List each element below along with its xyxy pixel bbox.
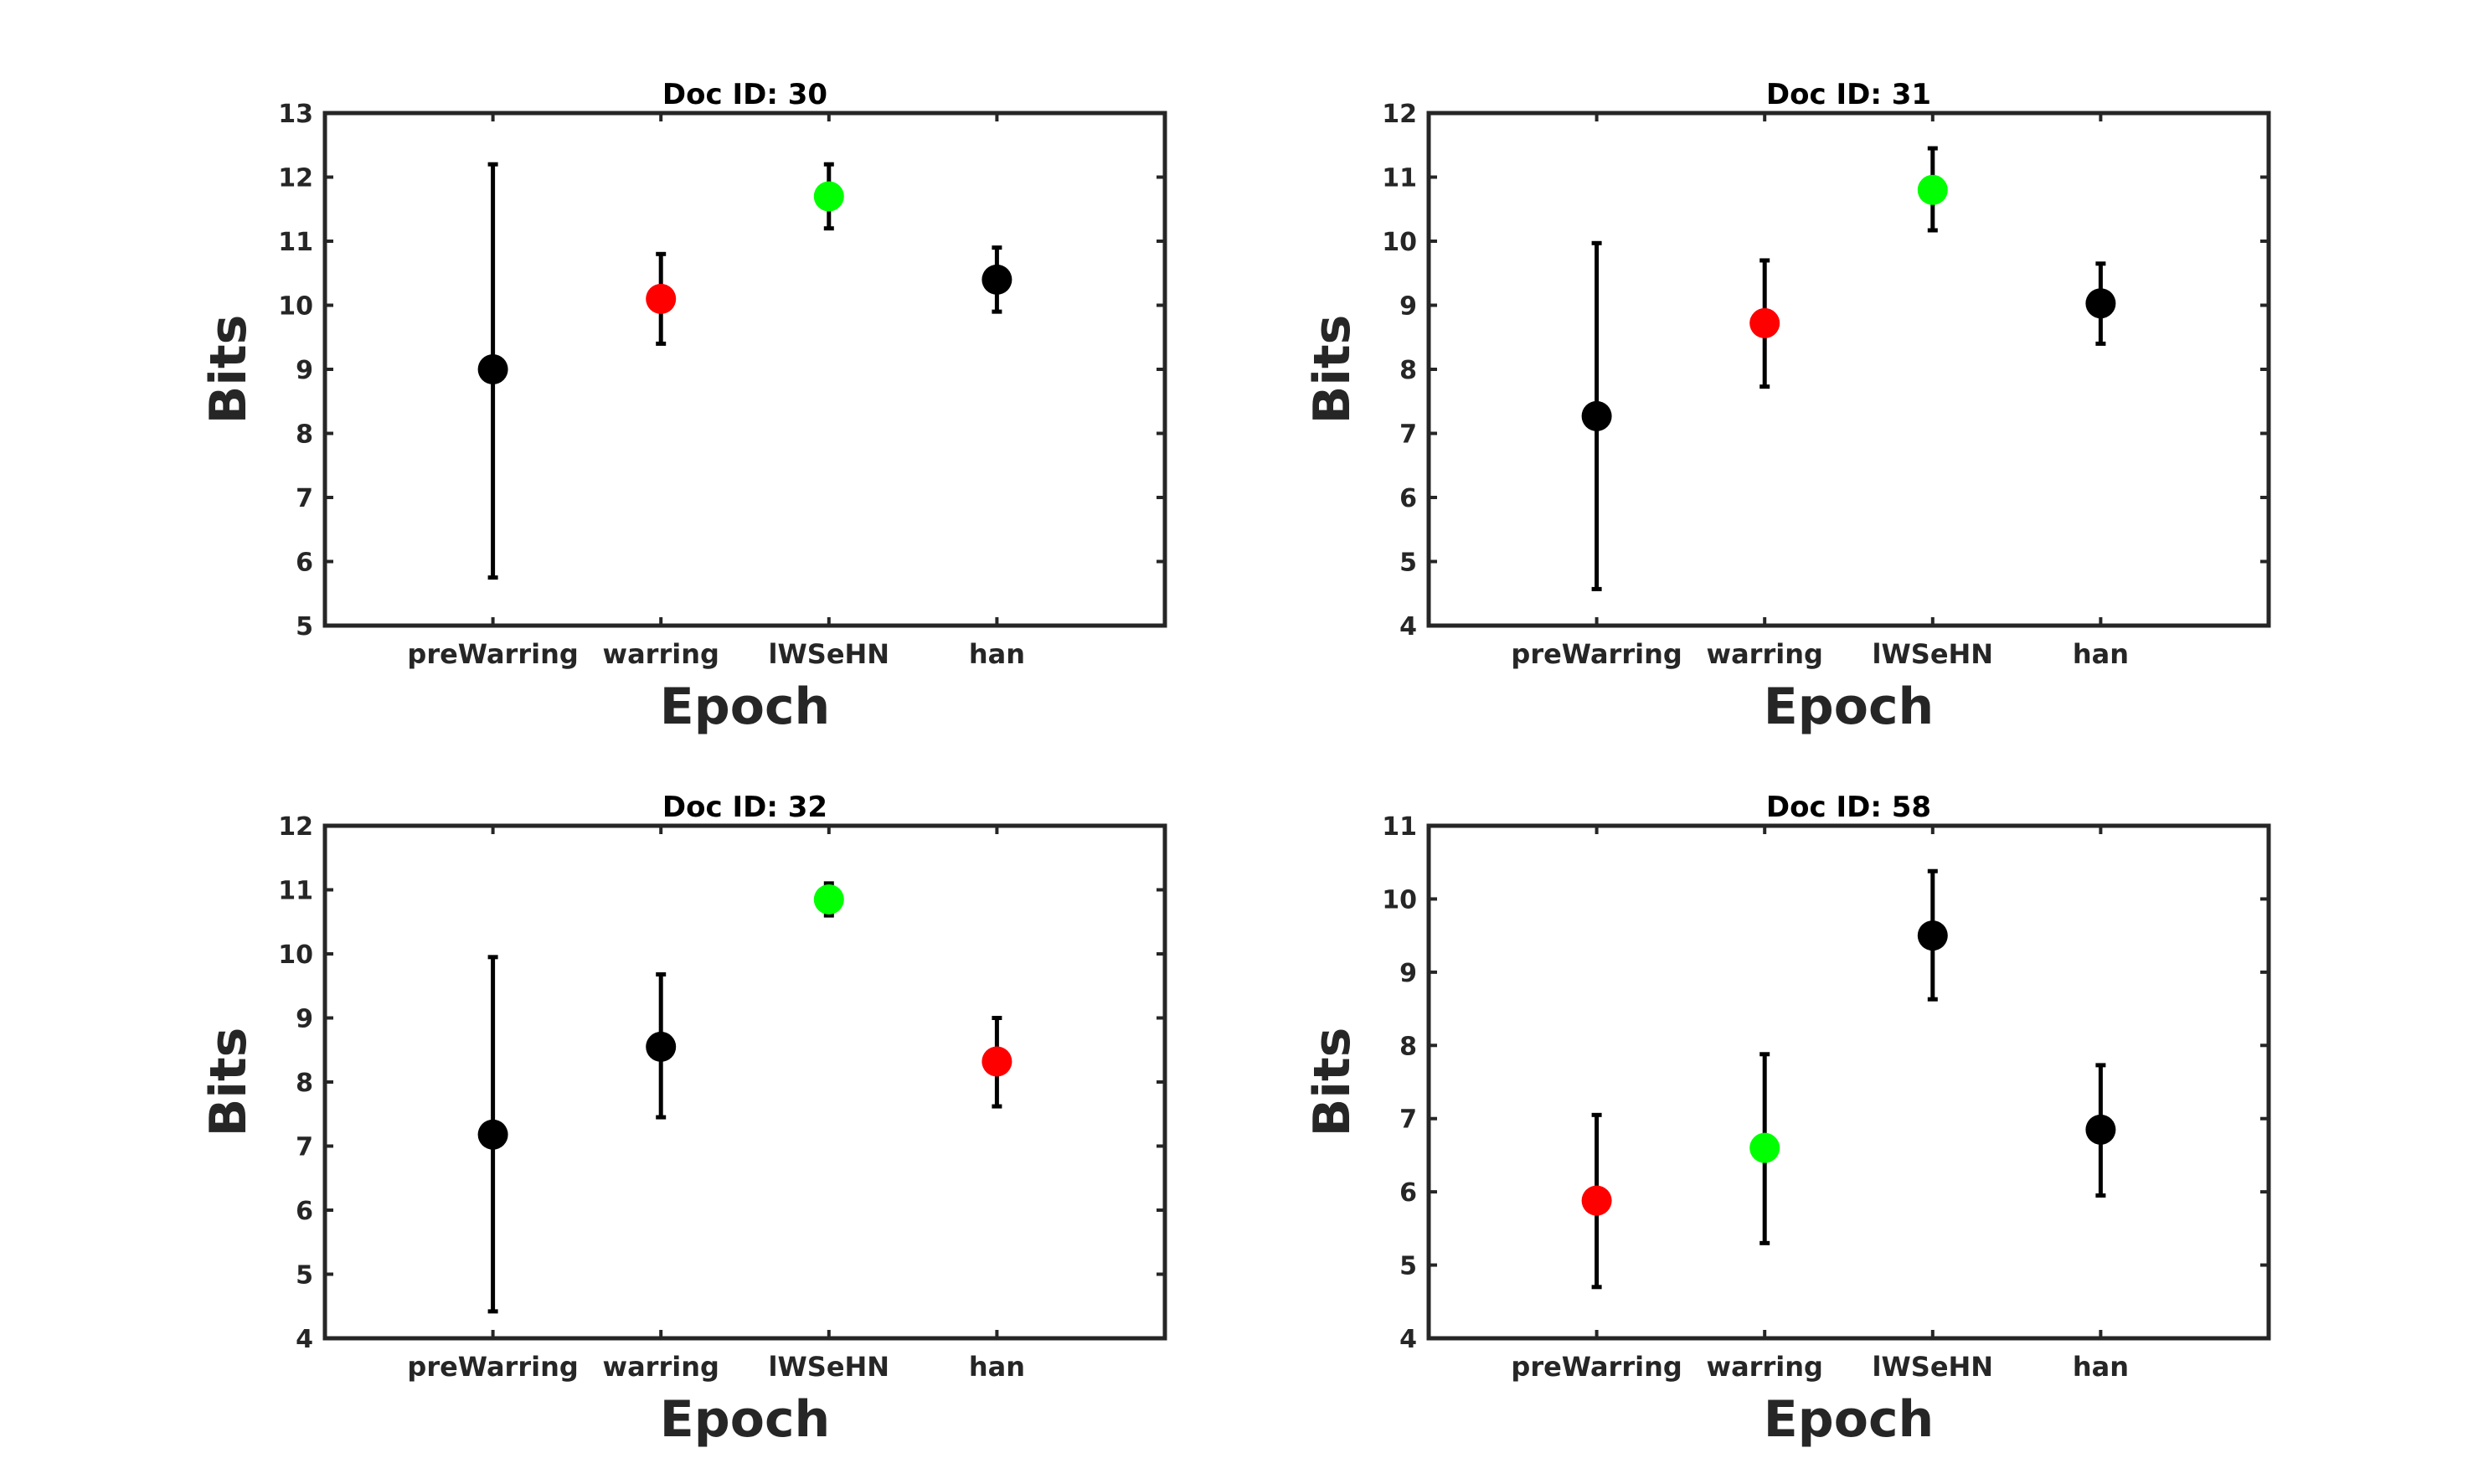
x-tick-label: lWSeHN [1873, 1351, 1994, 1383]
data-point [981, 264, 1012, 295]
y-tick-label: 10 [1382, 885, 1417, 915]
data-point [1749, 1132, 1780, 1163]
x-tick-label: han [969, 638, 1025, 670]
y-tick-label: 9 [296, 1005, 313, 1034]
data-point [813, 181, 844, 212]
y-tick-label: 9 [296, 356, 313, 385]
y-tick-label: 6 [1399, 484, 1417, 513]
data-point [2085, 288, 2116, 319]
x-axis-label: Epoch [660, 678, 830, 736]
y-tick-label: 12 [278, 164, 313, 193]
data-point [1581, 1185, 1612, 1216]
chart-panel: Doc ID: 31 4 5 6 7 8 9 10 11 12 preWarring warring l… [1303, 78, 2271, 736]
x-tick-label: preWarring [1511, 638, 1682, 670]
x-tick-label: preWarring [407, 638, 578, 670]
y-tick-label: 8 [1399, 1032, 1417, 1061]
y-tick-label: 7 [296, 484, 313, 513]
y-tick-label: 5 [1399, 549, 1417, 578]
chart-panel: Doc ID: 30 5 6 7 8 9 10 11 12 13 preWarring warring… [199, 78, 1167, 736]
y-tick-label: 12 [1382, 100, 1417, 129]
y-axis-label: Bits [199, 315, 258, 425]
chart-title: Doc ID: 32 [662, 791, 827, 824]
axes-box [1426, 111, 2271, 628]
y-tick-label: 5 [296, 1261, 313, 1291]
x-tick-label: lWSeHN [769, 1351, 890, 1383]
data-point [477, 354, 508, 384]
y-tick-label: 4 [1399, 612, 1417, 642]
x-tick-label: lWSeHN [1873, 638, 1994, 670]
x-tick-label: warring [1707, 1351, 1823, 1383]
data-point [646, 283, 677, 314]
data-point [1917, 920, 1948, 951]
chart-title: Doc ID: 58 [1766, 791, 1931, 824]
x-tick-label: preWarring [1511, 1351, 1682, 1383]
x-tick-label: preWarring [407, 1351, 578, 1383]
chart-title: Doc ID: 30 [662, 78, 827, 111]
y-tick-label: 13 [278, 100, 313, 129]
chart-panel: Doc ID: 32 4 5 6 7 8 9 10 11 12 preWarring warring l… [199, 791, 1167, 1449]
y-tick-label: 6 [296, 1197, 313, 1226]
y-tick-label: 9 [1399, 959, 1417, 988]
y-tick-label: 7 [1399, 420, 1417, 450]
chart-panel: Doc ID: 58 4 5 6 7 8 9 10 11 preWarring warring lWS… [1303, 791, 2271, 1449]
y-tick-label: 12 [278, 812, 313, 842]
y-tick-label: 10 [278, 940, 313, 970]
x-tick-label: han [2073, 638, 2129, 670]
y-tick-label: 5 [1399, 1252, 1417, 1281]
y-axis-label: Bits [1303, 315, 1362, 425]
y-tick-label: 8 [296, 1069, 313, 1098]
data-point [1917, 174, 1948, 205]
data-point [981, 1046, 1012, 1077]
x-axis-label: Epoch [660, 1390, 830, 1449]
x-tick-label: warring [603, 1351, 719, 1383]
data-point [477, 1119, 508, 1150]
y-tick-label: 8 [1399, 356, 1417, 385]
data-point [2085, 1114, 2116, 1145]
y-tick-label: 7 [1399, 1105, 1417, 1135]
y-tick-label: 5 [296, 612, 313, 642]
data-point [1749, 307, 1780, 338]
y-tick-label: 9 [1399, 292, 1417, 322]
chart-title: Doc ID: 31 [1766, 78, 1931, 111]
y-axis-label: Bits [1303, 1028, 1362, 1137]
data-point [813, 884, 844, 915]
y-tick-label: 8 [296, 420, 313, 450]
y-tick-label: 11 [1382, 812, 1417, 842]
x-tick-label: han [969, 1351, 1025, 1383]
x-tick-label: warring [603, 638, 719, 670]
x-tick-label: lWSeHN [769, 638, 890, 670]
data-point [646, 1031, 677, 1062]
y-tick-label: 4 [296, 1325, 313, 1354]
y-tick-label: 6 [296, 549, 313, 578]
y-tick-label: 6 [1399, 1178, 1417, 1208]
x-axis-label: Epoch [1764, 1390, 1934, 1449]
axes-box [322, 823, 1167, 1341]
x-tick-label: han [2073, 1351, 2129, 1383]
axes-box [322, 111, 1167, 628]
y-tick-label: 7 [296, 1133, 313, 1162]
y-tick-label: 10 [278, 292, 313, 322]
axes-box [1426, 823, 2271, 1341]
y-tick-label: 10 [1382, 228, 1417, 257]
y-tick-label: 11 [278, 228, 313, 257]
y-tick-label: 4 [1399, 1325, 1417, 1354]
y-tick-label: 11 [278, 877, 313, 906]
x-axis-label: Epoch [1764, 678, 1934, 736]
data-point [1581, 400, 1612, 431]
x-tick-label: warring [1707, 638, 1823, 670]
y-tick-label: 11 [1382, 164, 1417, 193]
y-axis-label: Bits [199, 1028, 258, 1137]
